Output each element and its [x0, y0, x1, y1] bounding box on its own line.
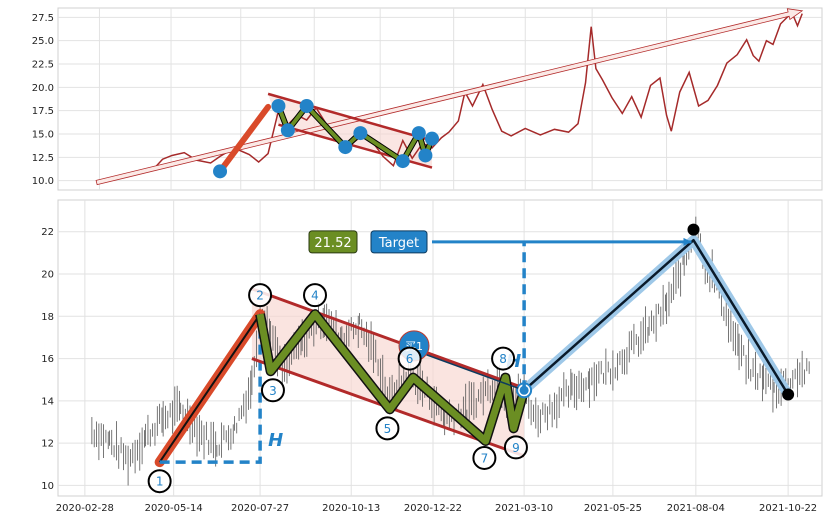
bottom-y-tick-label: 18	[41, 312, 54, 323]
top-pivot-dot	[271, 99, 286, 113]
wave-marker-label: 1	[156, 475, 164, 489]
bottom-wave	[256, 310, 528, 445]
bottom-y-tick-label: 14	[41, 396, 54, 407]
wave-marker-label: 6	[406, 352, 414, 366]
wave-marker-label: 3	[269, 384, 277, 398]
top-y-tick-label: 12.5	[32, 153, 54, 164]
x-tick-label: 2020-12-22	[404, 503, 462, 514]
top-pivot-dot	[418, 148, 433, 163]
bottom-y-tick-label: 12	[41, 439, 54, 450]
target-arrowhead	[683, 237, 692, 246]
trend-arrow	[95, 8, 804, 186]
top-pivot-dot	[424, 131, 439, 146]
top-pivot-dot	[411, 126, 426, 141]
height-measure-left	[159, 314, 262, 464]
wave-marker-5	[375, 416, 400, 441]
height-label-left: H	[268, 430, 283, 451]
top-y-tick-label: 20.0	[32, 83, 54, 94]
x-tick-label: 2021-10-22	[759, 503, 817, 514]
wave-marker-3	[260, 378, 285, 403]
target-badge	[370, 230, 428, 254]
top-y-tick-label: 10.0	[32, 176, 54, 187]
bottom-pole-core	[158, 313, 261, 463]
wave-marker-2	[248, 283, 273, 308]
x-tick-label: 2021-03-10	[495, 503, 553, 514]
wave-marker-label: 9	[512, 441, 520, 455]
wave-marker-7	[472, 445, 497, 470]
x-tick-label: 2020-07-27	[231, 503, 289, 514]
wave-marker-9	[503, 435, 528, 460]
top-y-tick-label: 22.5	[32, 60, 54, 71]
buy-pointer	[423, 353, 519, 389]
x-tick-label: 2020-02-28	[56, 503, 114, 514]
top-pivot-dot	[299, 99, 314, 113]
top-y-tick-label: 27.5	[32, 13, 54, 24]
top-y-tick-label: 25.0	[32, 36, 54, 47]
top-pole	[217, 103, 272, 175]
top-y-tick-label: 15.0	[32, 130, 54, 141]
x-tick-label: 2020-10-13	[322, 503, 380, 514]
bottom-y-tick-label: 10	[41, 481, 54, 492]
bottom-channel-upper	[251, 287, 525, 390]
top-y-tick-label: 17.5	[32, 106, 54, 117]
wave-marker-label: 5	[384, 422, 392, 436]
wave-marker-4	[303, 283, 328, 308]
top-pivot-dot	[338, 140, 353, 155]
wave-marker-label: 7	[481, 451, 489, 465]
x-tick-label: 2020-05-14	[145, 503, 203, 514]
wave-marker-6	[397, 346, 422, 371]
end-dot	[782, 388, 795, 401]
bottom-y-tick-label: 20	[41, 270, 54, 281]
wave-marker-label: 8	[499, 352, 507, 366]
top-channel-upper	[267, 92, 433, 142]
bottom-y-tick-label: 22	[41, 227, 54, 238]
wave-marker-8	[491, 346, 516, 371]
wave-marker-1	[147, 469, 172, 494]
top-pivot-dot	[395, 154, 410, 169]
target-value-badge	[308, 230, 358, 254]
target-path	[523, 238, 790, 396]
wave-marker-label: 4	[311, 289, 319, 303]
top-pivot-dot	[353, 126, 368, 141]
target-label-text: Target	[378, 236, 419, 251]
x-tick-label: 2021-08-04	[667, 503, 725, 514]
x-tick-label: 2021-05-25	[584, 503, 642, 514]
top-pivot-dot	[280, 123, 295, 138]
bottom-y-tick-label: 16	[41, 354, 54, 365]
wave-marker-label: 2	[256, 289, 264, 303]
peak-dot	[687, 223, 700, 236]
target-value-text: 21.52	[314, 236, 351, 251]
top-price-line	[96, 13, 803, 184]
top-pivot-dot	[213, 164, 228, 179]
